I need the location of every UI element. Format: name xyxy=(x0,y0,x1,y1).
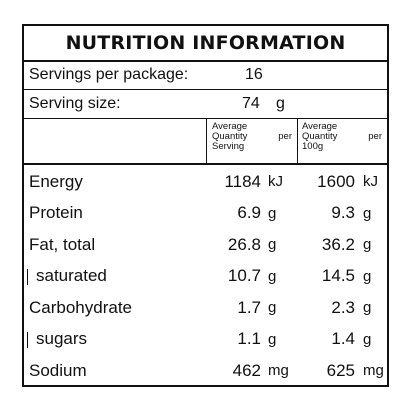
servings-per-package-label: Servings per package: xyxy=(29,66,189,83)
per-100g-value: 1600 xyxy=(317,171,355,191)
per-100g-unit: mg xyxy=(363,362,384,379)
nutrient-name: saturated xyxy=(36,266,107,285)
per-100g-unit: g xyxy=(363,267,372,285)
sub-item-marker xyxy=(27,331,28,348)
row-divider xyxy=(24,89,387,90)
per-serving-unit: g xyxy=(268,204,277,222)
nutrient-row: Carbohydrate 1.7 g 2.3 g xyxy=(24,292,387,323)
nutrient-name: Protein xyxy=(29,203,83,222)
nutrition-panel: NUTRITION INFORMATION Servings per packa… xyxy=(22,24,389,387)
per-100g-value: 36.2 xyxy=(321,234,355,254)
nutrient-name: Carbohydrate xyxy=(29,297,133,317)
per-100g-unit: g xyxy=(363,204,372,222)
serving-size-unit: g xyxy=(276,95,285,112)
per-100g-unit: g xyxy=(363,330,372,348)
nutrient-row: Energy 1184 kJ 1600 kJ xyxy=(24,166,387,197)
per-100g-value: 14.5 xyxy=(321,266,355,285)
per-serving-value: 1.1 xyxy=(237,329,261,348)
per-100g-column-header: Average Quantity per 100g xyxy=(302,121,382,152)
row-divider xyxy=(24,118,387,119)
sub-item-marker xyxy=(27,268,28,285)
per-serving-unit: g xyxy=(268,236,277,253)
per-100g-value: 625 xyxy=(326,360,355,380)
per-serving-unit: g xyxy=(268,330,277,348)
per-serving-unit: kJ xyxy=(268,173,283,190)
per-serving-value: 10.7 xyxy=(227,266,261,285)
nutrient-name: Fat, total xyxy=(29,234,96,254)
serving-size-label: Serving size: xyxy=(29,95,121,112)
per-100g-value: 1.4 xyxy=(331,329,355,348)
serving-size-row: Serving size: 74 g xyxy=(24,90,387,118)
per-serving-value: 6.9 xyxy=(237,203,261,222)
per-serving-unit: mg xyxy=(268,362,289,379)
per-serving-value: 1184 xyxy=(224,171,261,191)
per-serving-unit: g xyxy=(268,267,277,285)
per-serving-unit: g xyxy=(268,299,277,316)
per-100g-value: 2.3 xyxy=(331,297,355,317)
per-serving-column-header: Average Quantity per Serving xyxy=(212,121,292,152)
per-serving-value: 1.7 xyxy=(237,297,261,317)
serving-size-value: 74 xyxy=(242,95,260,112)
nutrient-row: sugars 1.1 g 1.4 g xyxy=(24,324,387,355)
nutrient-row: Sodium 462 mg 625 mg xyxy=(24,355,387,386)
nutrient-row: Fat, total 26.8 g 36.2 g xyxy=(24,229,387,260)
servings-per-package-value: 16 xyxy=(245,66,263,83)
column-divider xyxy=(206,118,207,163)
per-serving-value: 462 xyxy=(232,360,261,380)
per-100g-value: 9.3 xyxy=(331,203,355,222)
nutrient-name: Energy xyxy=(29,171,83,191)
nutrient-name: Sodium xyxy=(29,360,87,380)
column-divider xyxy=(297,118,298,163)
servings-per-package-row: Servings per package: 16 xyxy=(24,61,387,89)
nutrient-name: sugars xyxy=(36,329,88,348)
nutrient-row: saturated 10.7 g 14.5 g xyxy=(24,261,387,292)
per-serving-value: 26.8 xyxy=(227,234,261,254)
nutrient-row: Protein 6.9 g 9.3 g xyxy=(24,198,387,229)
panel-title: NUTRITION INFORMATION xyxy=(65,32,346,54)
per-100g-unit: g xyxy=(363,236,372,253)
header-divider xyxy=(24,163,387,165)
per-100g-unit: g xyxy=(363,299,372,316)
per-100g-unit: kJ xyxy=(363,173,378,190)
title-divider xyxy=(24,60,387,62)
